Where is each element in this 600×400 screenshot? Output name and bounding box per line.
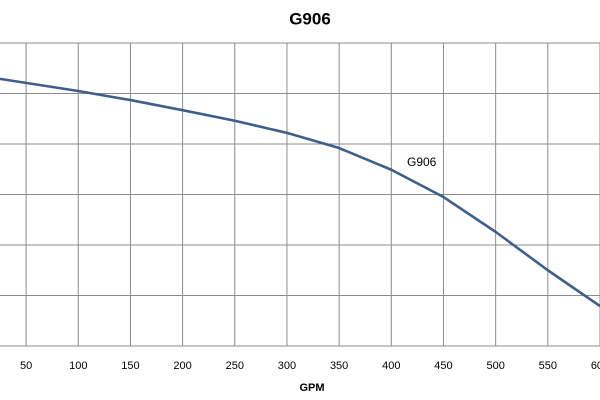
x-tick-label: 250 (226, 360, 244, 372)
series-label: G906 (407, 155, 437, 169)
chart-title: G906 (289, 9, 331, 28)
x-tick-label: 350 (330, 360, 348, 372)
x-tick-label: 100 (69, 360, 87, 372)
x-tick-label: 300 (278, 360, 296, 372)
line-series (0, 77, 600, 308)
x-axis-label: GPM (299, 382, 324, 394)
x-tick-label: 50 (20, 360, 32, 372)
x-tick-label: 600 (591, 360, 600, 372)
x-tick-label: 500 (486, 360, 504, 372)
x-tick-label: 550 (539, 360, 557, 372)
x-tick-label: 400 (382, 360, 400, 372)
x-tick-label: 450 (434, 360, 452, 372)
x-tick-label: 200 (173, 360, 191, 372)
x-tick-label: 150 (121, 360, 139, 372)
